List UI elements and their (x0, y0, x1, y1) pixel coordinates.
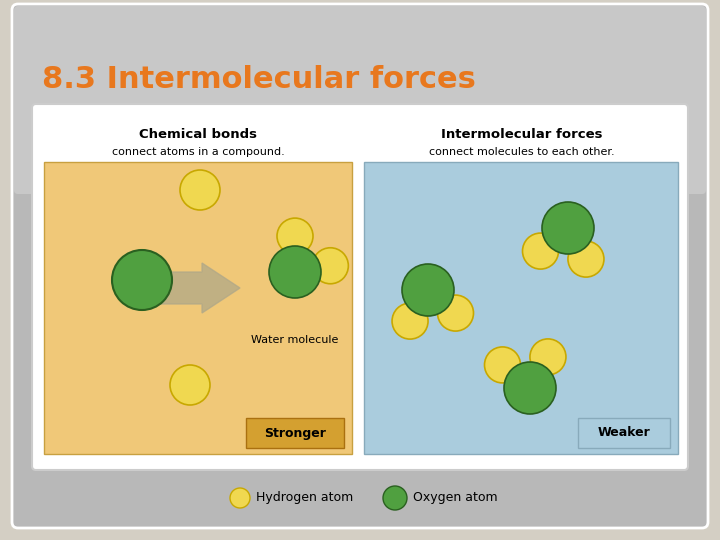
Circle shape (230, 488, 250, 508)
Circle shape (542, 202, 594, 254)
FancyBboxPatch shape (44, 162, 352, 454)
Text: Stronger: Stronger (264, 427, 326, 440)
FancyBboxPatch shape (32, 104, 688, 470)
FancyBboxPatch shape (364, 162, 678, 454)
Circle shape (485, 347, 521, 383)
FancyBboxPatch shape (12, 4, 708, 528)
Circle shape (180, 170, 220, 210)
Circle shape (312, 248, 348, 284)
Circle shape (504, 362, 556, 414)
Circle shape (523, 233, 559, 269)
Text: 8.3 Intermolecular forces: 8.3 Intermolecular forces (42, 65, 476, 94)
FancyBboxPatch shape (578, 418, 670, 448)
Text: Water molecule: Water molecule (251, 335, 338, 345)
Circle shape (383, 486, 407, 510)
Circle shape (392, 303, 428, 339)
Text: Intermolecular forces: Intermolecular forces (441, 129, 603, 141)
FancyBboxPatch shape (246, 418, 344, 448)
Text: Weaker: Weaker (598, 427, 650, 440)
Text: Chemical bonds: Chemical bonds (139, 129, 257, 141)
Circle shape (438, 295, 474, 331)
Text: Oxygen atom: Oxygen atom (413, 491, 498, 504)
FancyArrow shape (135, 263, 240, 313)
Circle shape (530, 339, 566, 375)
Circle shape (269, 246, 321, 298)
Circle shape (402, 264, 454, 316)
Text: connect molecules to each other.: connect molecules to each other. (429, 147, 615, 157)
Text: connect atoms in a compound.: connect atoms in a compound. (112, 147, 284, 157)
Circle shape (568, 241, 604, 277)
FancyBboxPatch shape (14, 6, 706, 194)
Text: Hydrogen atom: Hydrogen atom (256, 491, 354, 504)
Circle shape (277, 218, 313, 254)
Circle shape (170, 365, 210, 405)
Circle shape (112, 250, 172, 310)
